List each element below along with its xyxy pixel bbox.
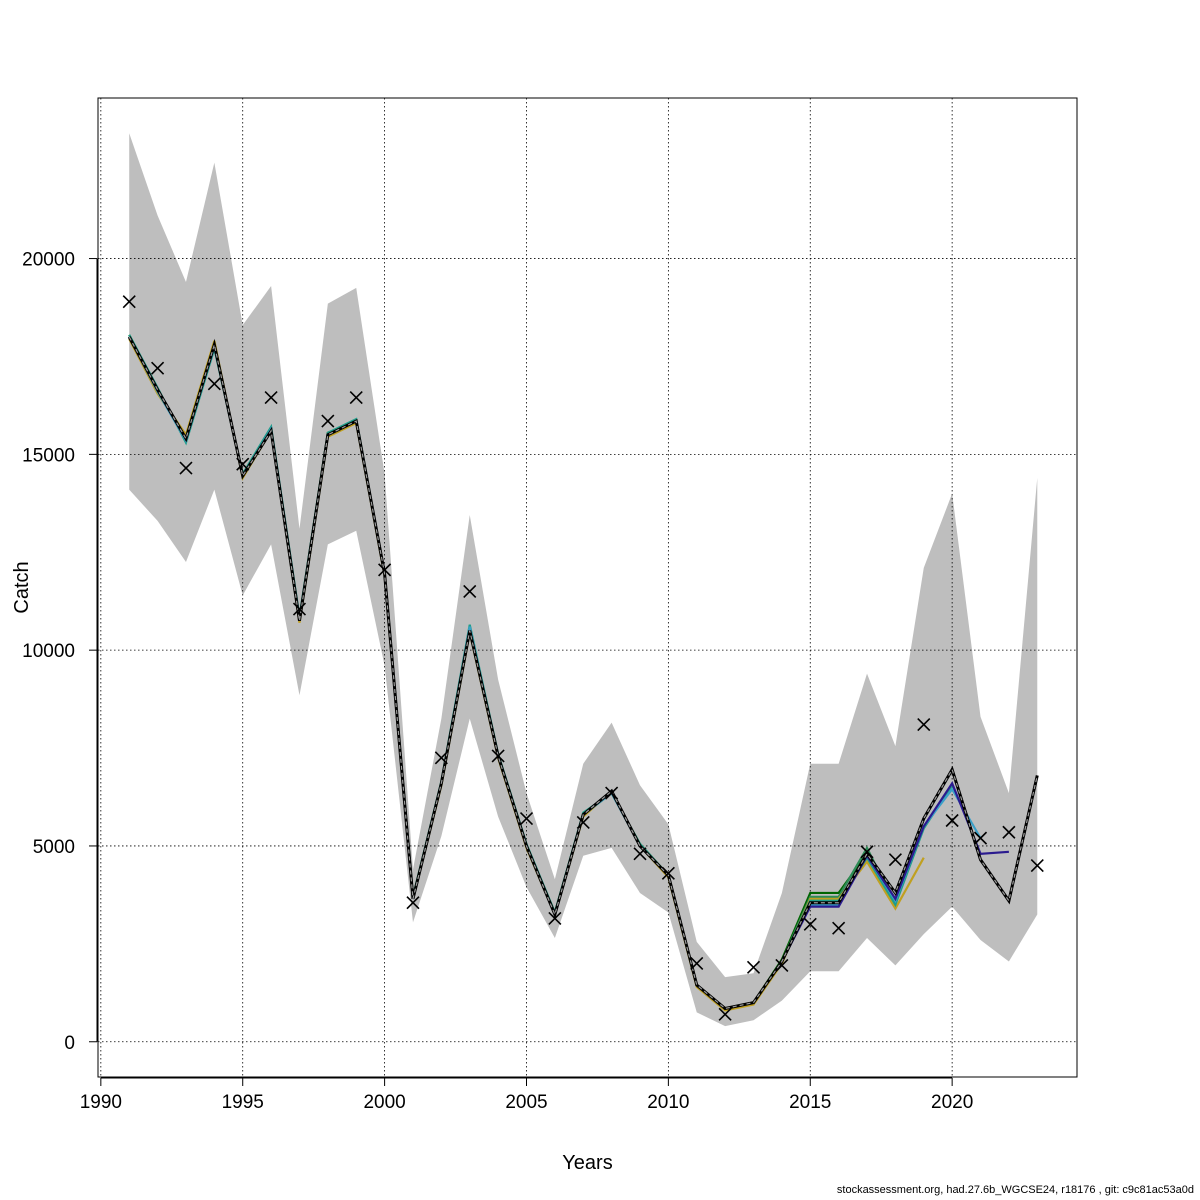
observed-point <box>605 786 619 800</box>
observed-point <box>207 377 221 391</box>
observed-point <box>321 414 335 428</box>
x-axis-title: Years <box>562 1152 612 1174</box>
observed-point <box>775 958 789 972</box>
observed-point <box>519 811 534 826</box>
observed-point <box>888 853 902 867</box>
observed-point <box>1030 858 1044 873</box>
observed-point <box>661 866 675 880</box>
observed-point <box>463 584 477 598</box>
axes-layer: 1990 1995 2000 2005 2010 2015 2020 0 5000 10000 15… <box>22 250 973 1113</box>
observed-point <box>832 921 846 935</box>
y-tick-label: 15000 <box>22 445 75 466</box>
observed-point <box>1002 825 1016 839</box>
observed-point <box>973 831 988 845</box>
series-fit-line-dash <box>128 336 1038 1010</box>
observed-point <box>122 295 136 309</box>
observed-point <box>491 749 505 763</box>
observed-point <box>860 845 874 859</box>
observed-point <box>406 896 420 910</box>
grid-layer <box>98 98 1077 1077</box>
observed-point <box>434 751 448 765</box>
observed-point <box>292 602 307 616</box>
observed-point <box>179 461 193 475</box>
y-tick-label: 20000 <box>22 250 75 271</box>
observed-point <box>746 960 761 974</box>
x-tick-label: 2020 <box>931 1092 973 1113</box>
observed-point <box>718 1007 732 1021</box>
observed-point <box>236 457 250 471</box>
x-tick-label: 2010 <box>647 1092 689 1113</box>
x-tick-label: 2000 <box>363 1092 405 1113</box>
observed-point <box>690 956 704 971</box>
observed-point <box>349 391 363 405</box>
plot-frame <box>97 97 1078 1078</box>
observed-point <box>548 911 562 925</box>
y-tick-label: 0 <box>64 1033 75 1054</box>
observed-point <box>945 813 959 828</box>
footer-credit: stockassessment.org, had.27.6b_WGCSE24, … <box>837 1184 1194 1196</box>
x-tick-label: 1990 <box>80 1092 122 1113</box>
observed-point <box>803 917 817 931</box>
y-tick-label: 10000 <box>22 641 75 662</box>
observed-point <box>917 717 931 732</box>
observed-points-layer <box>122 295 1044 1021</box>
observed-point <box>633 847 647 861</box>
y-axis-title: Catch <box>11 561 33 613</box>
observed-point <box>576 815 590 830</box>
y-tick-label: 5000 <box>33 837 75 858</box>
observed-point <box>151 361 165 375</box>
x-tick-label: 2005 <box>505 1092 547 1113</box>
observed-point <box>378 563 392 577</box>
x-tick-label: 1995 <box>222 1092 264 1113</box>
x-tick-label: 2015 <box>789 1092 831 1113</box>
observed-point <box>264 391 278 405</box>
